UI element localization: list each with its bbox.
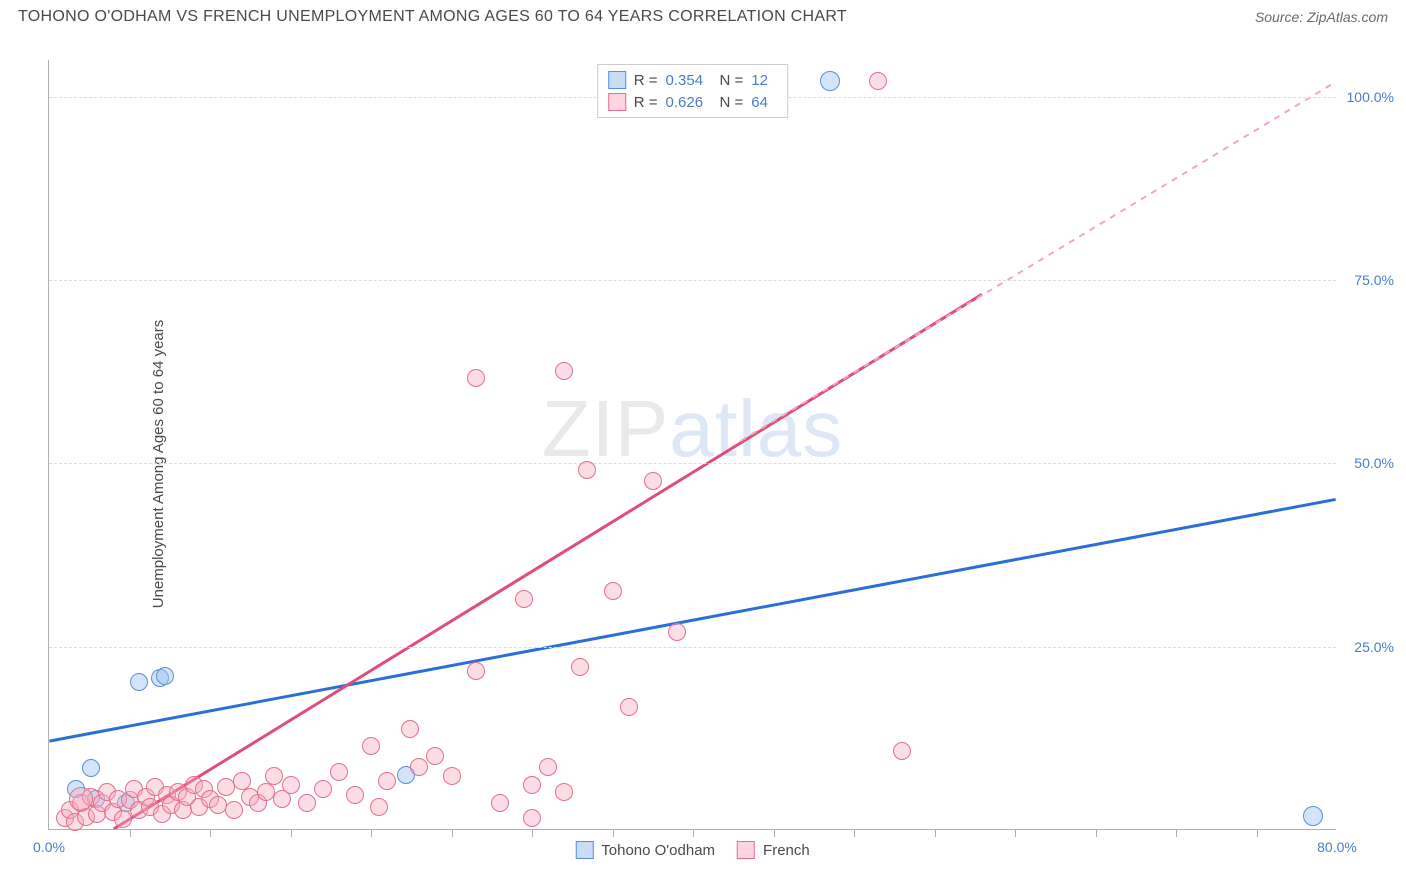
x-tick [613, 829, 614, 837]
scatter-point [523, 776, 541, 794]
scatter-point [620, 698, 638, 716]
x-tick [1176, 829, 1177, 837]
legend-n-label: N = [720, 72, 744, 89]
legend-label: Tohono O'odham [601, 842, 715, 859]
scatter-point [893, 742, 911, 760]
scatter-point [330, 763, 348, 781]
scatter-point [82, 759, 100, 777]
bottom-legend-item: French [737, 841, 810, 859]
x-tick [935, 829, 936, 837]
chart-header: TOHONO O'ODHAM VS FRENCH UNEMPLOYMENT AM… [0, 0, 1406, 30]
scatter-point [668, 623, 686, 641]
scatter-point [869, 72, 887, 90]
x-tick-label: 80.0% [1317, 839, 1357, 855]
scatter-point [820, 71, 840, 91]
scatter-point [491, 794, 509, 812]
bottom-legend-item: Tohono O'odham [575, 841, 715, 859]
x-tick [1096, 829, 1097, 837]
legend-label: French [763, 842, 810, 859]
scatter-point [578, 461, 596, 479]
x-tick [210, 829, 211, 837]
scatter-point [571, 658, 589, 676]
legend-swatch [575, 841, 593, 859]
legend-n-label: N = [720, 94, 744, 111]
scatter-point [362, 737, 380, 755]
scatter-point [1303, 806, 1323, 826]
trend-lines [49, 60, 1336, 829]
scatter-point [130, 673, 148, 691]
legend-row: R = 0.354 N = 12 [608, 69, 778, 91]
scatter-point [539, 758, 557, 776]
scatter-point [225, 801, 243, 819]
x-tick [1015, 829, 1016, 837]
y-tick-label: 25.0% [1340, 639, 1394, 655]
chart-source: Source: ZipAtlas.com [1255, 9, 1388, 25]
gridline [49, 280, 1336, 281]
scatter-point [298, 794, 316, 812]
legend-r-label: R = [634, 94, 658, 111]
x-tick [130, 829, 131, 837]
scatter-point [644, 472, 662, 490]
legend-n-value: 64 [751, 94, 777, 111]
scatter-point [467, 369, 485, 387]
scatter-point [114, 810, 132, 828]
x-tick [1257, 829, 1258, 837]
scatter-point [346, 786, 364, 804]
legend-swatch [608, 71, 626, 89]
legend-box: R = 0.354 N = 12 R = 0.626 N = 64 [597, 64, 789, 118]
y-tick-label: 75.0% [1340, 272, 1394, 288]
scatter-point [314, 780, 332, 798]
x-tick [291, 829, 292, 837]
scatter-point [282, 776, 300, 794]
legend-r-value: 0.626 [666, 94, 712, 111]
y-tick-label: 100.0% [1340, 89, 1394, 105]
bottom-legend: Tohono O'odham French [575, 841, 809, 859]
x-tick-label: 0.0% [33, 839, 65, 855]
legend-n-value: 12 [751, 72, 777, 89]
scatter-point [401, 720, 419, 738]
scatter-point [69, 787, 93, 811]
y-tick-label: 50.0% [1340, 455, 1394, 471]
scatter-point [378, 772, 396, 790]
legend-swatch [608, 93, 626, 111]
scatter-point [515, 590, 533, 608]
gridline [49, 647, 1336, 648]
legend-swatch [737, 841, 755, 859]
legend-row: R = 0.626 N = 64 [608, 91, 778, 113]
scatter-point [523, 809, 541, 827]
scatter-point [426, 747, 444, 765]
x-tick [452, 829, 453, 837]
plot-area: ZIPatlas R =0.354N =12R =0.626N =64 Toho… [48, 60, 1336, 830]
x-tick [532, 829, 533, 837]
scatter-point [555, 362, 573, 380]
scatter-point [370, 798, 388, 816]
scatter-point [410, 758, 428, 776]
scatter-point [604, 582, 622, 600]
chart-title: TOHONO O'ODHAM VS FRENCH UNEMPLOYMENT AM… [18, 8, 847, 26]
x-tick [774, 829, 775, 837]
x-tick [854, 829, 855, 837]
legend-r-label: R = [634, 72, 658, 89]
chart-container: Unemployment Among Ages 60 to 64 years Z… [0, 36, 1406, 892]
scatter-point [156, 667, 174, 685]
gridline [49, 463, 1336, 464]
x-tick [693, 829, 694, 837]
legend-r-value: 0.354 [666, 72, 712, 89]
scatter-point [467, 662, 485, 680]
scatter-point [443, 767, 461, 785]
scatter-point [555, 783, 573, 801]
x-tick [371, 829, 372, 837]
